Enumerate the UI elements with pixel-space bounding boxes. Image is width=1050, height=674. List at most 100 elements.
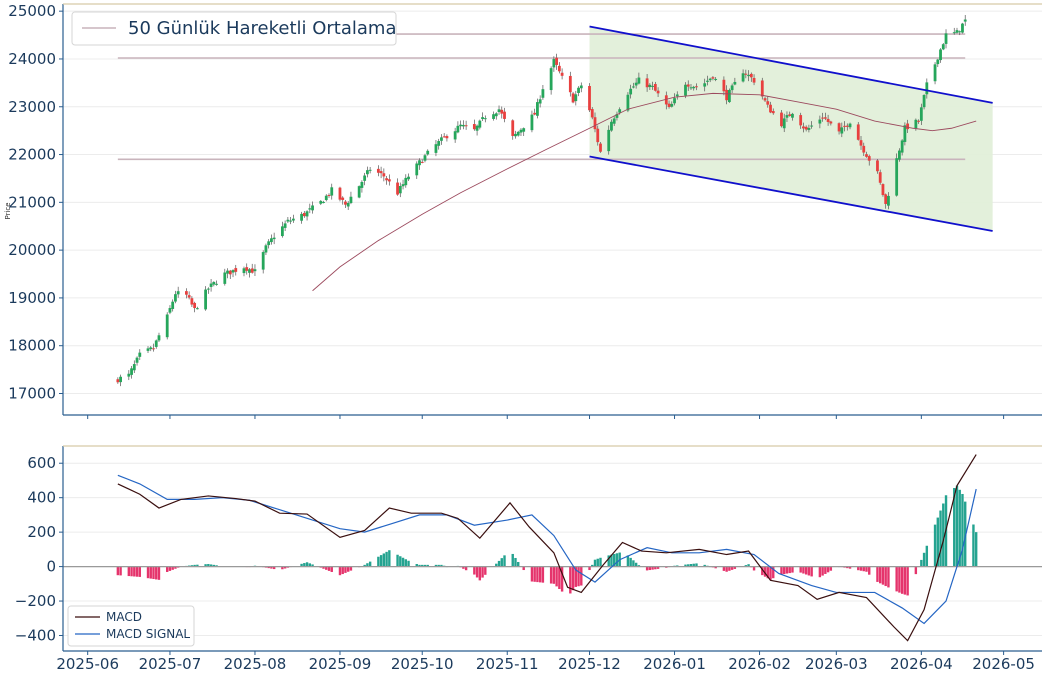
candle-body [327, 194, 331, 196]
macd-hist-bar [868, 566, 871, 575]
candle-body [747, 74, 750, 77]
x-tick-label: 2026-05 [972, 655, 1035, 673]
macd-hist-bar [656, 566, 660, 569]
candle-body [157, 335, 161, 341]
candle-body [560, 72, 564, 76]
macd-y-tick-label: −400 [15, 626, 56, 644]
candle-body [664, 95, 668, 105]
macd-hist-bar [138, 566, 141, 577]
macd-hist-bar [283, 566, 287, 569]
macd-hist-bar [560, 566, 564, 592]
macd-hist-bar [780, 566, 783, 575]
macd-hist-bar [613, 553, 616, 567]
candle-body [631, 86, 635, 88]
macd-hist-bar [388, 550, 391, 567]
macd-hist-bar [500, 558, 503, 567]
candle-body [785, 115, 789, 118]
macd-hist-bar [368, 561, 372, 567]
macd-hist-bar [632, 560, 635, 567]
candle-body [319, 200, 323, 204]
candle-body [242, 268, 246, 274]
macd-hist-bar [577, 566, 580, 587]
macd-legend: MACD MACD SIGNAL [67, 605, 195, 647]
macd-hist-bar [703, 564, 706, 567]
candle-body [291, 218, 295, 221]
candle-body [579, 85, 583, 89]
candle-body [881, 184, 885, 196]
macd-hist-bar [788, 566, 791, 574]
macd-hist-bar [848, 566, 852, 569]
x-tick-label: 2025-10 [391, 655, 454, 673]
macd-hist-bar [906, 566, 909, 596]
candle-body [845, 125, 849, 127]
candle-body [385, 178, 388, 181]
candle-body [752, 78, 756, 83]
candle-body [398, 186, 402, 194]
candle-body [245, 267, 249, 271]
x-tick-label: 2025-09 [309, 655, 372, 673]
candle-body [204, 289, 207, 310]
macd-hist-bar [900, 566, 904, 594]
macd-hist-bar [119, 566, 122, 576]
x-tick-label: 2026-03 [805, 655, 868, 673]
legend-ma50-label: 50 Günlük Hareketli Ortalama [128, 18, 396, 39]
candle-body [185, 291, 188, 295]
macd-hist-bar [415, 564, 418, 567]
candle-body [914, 119, 918, 129]
candle-body [867, 156, 871, 161]
candle-body [686, 84, 690, 87]
x-tick-label: 2026-02 [728, 655, 791, 673]
macd-hist-bar [692, 563, 695, 567]
macd-legend-box [67, 605, 195, 647]
x-tick-label: 2025-11 [476, 655, 539, 673]
macd-hist-bar [744, 565, 748, 567]
candle-body [541, 89, 545, 98]
macd-hist-bar [791, 566, 794, 573]
macd-hist-bar [338, 566, 342, 576]
candle-body [917, 120, 920, 122]
candle-body [174, 294, 177, 302]
candle-body [272, 237, 276, 240]
candle-body [146, 348, 150, 351]
macd-hist-bar [434, 564, 438, 567]
channel-upper-line [589, 25, 993, 104]
price-y-tick-label: 24000 [8, 50, 56, 68]
macd-hist-bar [346, 566, 350, 572]
candle-body [418, 160, 421, 166]
macd-hist-bar [772, 566, 775, 579]
macd-hist-bar [300, 563, 303, 567]
macd-hist-bar [752, 566, 756, 571]
macd-hist-bar [209, 564, 213, 567]
macd-hist-bar [922, 552, 926, 567]
candle-body [130, 368, 133, 375]
macd-hist-bar [473, 566, 476, 575]
candle-body [714, 78, 718, 80]
candle-body [404, 177, 408, 186]
x-tick-label: 2026-01 [643, 655, 706, 673]
macd-hist-bar [212, 564, 216, 567]
macd-hist-bar [964, 501, 967, 567]
candle-body [653, 83, 657, 91]
macd-hist-bar [366, 563, 369, 567]
candle-body [670, 103, 674, 107]
candle-body [856, 124, 860, 140]
candle-body [673, 98, 676, 104]
macd-hist-bar [193, 564, 196, 567]
macd-hist-bar [763, 566, 767, 577]
candle-body [283, 223, 287, 228]
candle-body [305, 211, 309, 217]
macd-hist-bar [396, 554, 399, 567]
macd-hist-bar [615, 553, 619, 567]
candle-body [176, 291, 180, 295]
candle-body [289, 220, 293, 222]
candle-body [330, 187, 334, 196]
candle-body [667, 103, 671, 107]
candle-body [530, 114, 534, 131]
x-tick-label: 2026-04 [890, 655, 953, 673]
candle-body [887, 195, 890, 206]
x-tick-label: 2025-06 [56, 655, 119, 673]
candle-body [440, 137, 443, 141]
candle-body [195, 308, 199, 310]
macd-hist-bar [574, 566, 578, 587]
macd-hist-bar [599, 557, 602, 567]
